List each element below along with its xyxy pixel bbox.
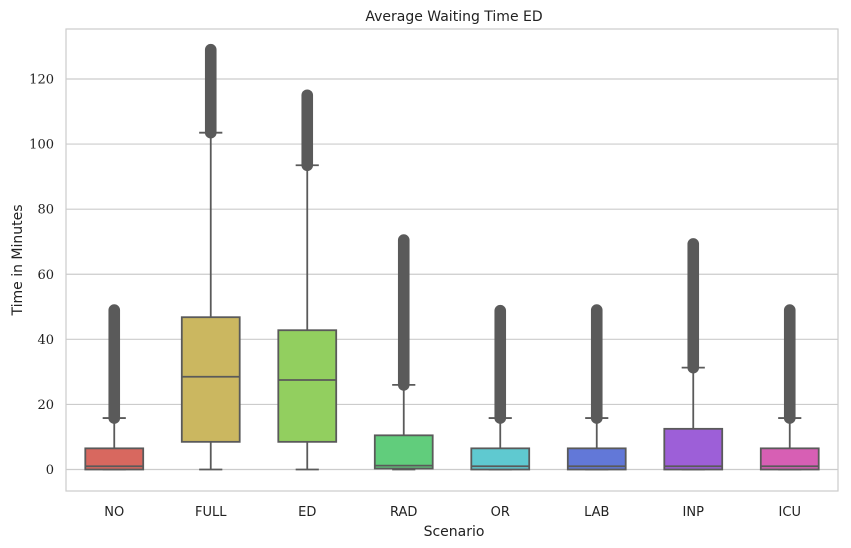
box-ed	[277, 89, 338, 471]
outlier-points	[590, 304, 603, 424]
box-iqr	[663, 427, 724, 471]
box-iqr	[566, 447, 627, 471]
y-tick-labels: 0 20 40 60 80 100 120	[29, 73, 54, 479]
box-icu	[759, 304, 820, 471]
box-iqr	[470, 447, 531, 471]
outlier-points	[204, 43, 217, 139]
x-axis-label: Scenario	[424, 524, 485, 540]
outlier-points	[397, 234, 410, 391]
box-or	[470, 304, 531, 471]
outlier-points	[301, 89, 314, 172]
x-tick-labels: NO FULL ED RAD OR LAB INP ICU	[104, 505, 801, 520]
y-tick-label: 100	[29, 138, 54, 153]
y-tick-label: 60	[37, 268, 54, 283]
x-tick-label: OR	[491, 505, 510, 520]
x-tick-label: RAD	[390, 505, 417, 520]
box-iqr	[373, 434, 434, 470]
y-tick-label: 120	[29, 73, 54, 88]
box-inp	[663, 238, 724, 471]
chart-title: Average Waiting Time ED	[365, 9, 542, 25]
y-tick-label: 20	[37, 398, 54, 413]
box-no	[84, 304, 145, 471]
outlier-points	[783, 304, 796, 424]
y-tick-label: 40	[37, 333, 54, 348]
box-iqr	[84, 447, 145, 471]
y-tick-label: 0	[46, 463, 54, 478]
x-tick-label: LAB	[584, 505, 609, 520]
x-tick-label: INP	[683, 505, 705, 520]
x-tick-label: NO	[104, 505, 124, 520]
box-iqr	[277, 329, 338, 443]
box-full	[180, 43, 241, 471]
x-tick-label: ICU	[779, 505, 801, 520]
x-tick-label: ED	[298, 505, 316, 520]
box-iqr	[759, 447, 820, 471]
y-tick-label: 80	[37, 203, 54, 218]
box-iqr	[180, 316, 241, 443]
box-lab	[566, 304, 627, 471]
outlier-points	[108, 304, 121, 424]
plot-frame	[65, 28, 839, 492]
boxes	[84, 43, 820, 471]
outlier-points	[494, 304, 507, 424]
outlier-points	[687, 238, 700, 374]
y-axis-label: Time in Minutes	[10, 204, 26, 316]
x-tick-label: FULL	[195, 505, 227, 520]
box-rad	[373, 234, 434, 471]
